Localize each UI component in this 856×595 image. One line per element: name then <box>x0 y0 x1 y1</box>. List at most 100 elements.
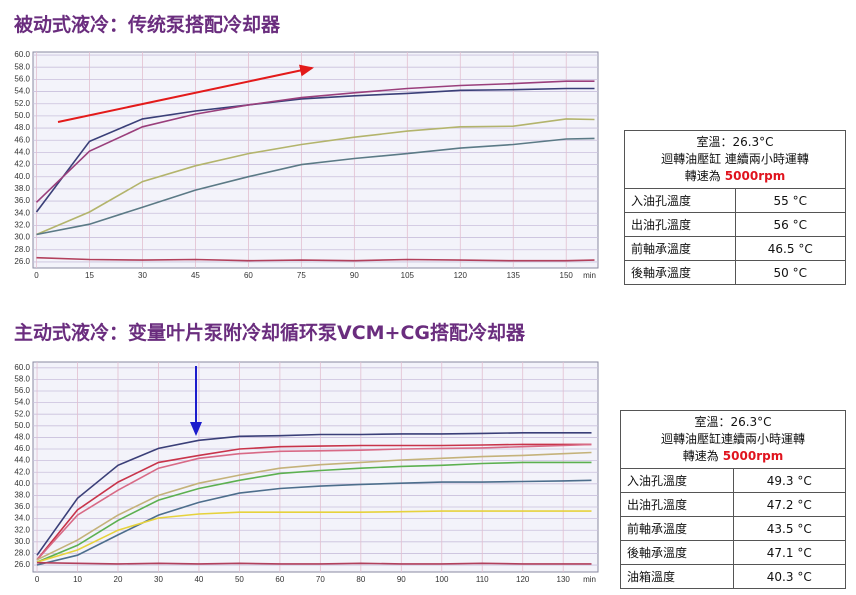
table-row: 入油孔溫度 49.3 °C <box>620 468 846 493</box>
temp-value: 50 °C <box>734 260 846 285</box>
y-tick-label: 50.0 <box>14 111 30 120</box>
y-tick-label: 38.0 <box>14 491 30 500</box>
x-tick-label: 50 <box>235 575 244 584</box>
x-tick-label: 105 <box>401 271 415 280</box>
y-tick-label: 32.0 <box>14 221 30 230</box>
temp-value: 56 °C <box>734 212 846 237</box>
y-tick-label: 50.0 <box>14 421 30 430</box>
data-line <box>36 137 595 236</box>
x-tick-label: 0 <box>35 575 40 584</box>
y-tick-label: 26.0 <box>14 560 30 569</box>
x-tick-label: 130 <box>557 575 571 584</box>
sensor-name: 出油孔溫度 <box>620 492 734 517</box>
speed-value: 5000rpm <box>722 449 784 463</box>
x-tick-label: 10 <box>73 575 82 584</box>
table-row: 油箱溫度 40.3 °C <box>620 564 846 589</box>
data-line <box>36 118 595 236</box>
y-tick-label: 58.0 <box>14 375 30 384</box>
y-tick-label: 26.0 <box>14 257 30 266</box>
speed-label: 轉速為 <box>682 449 719 463</box>
data-line <box>36 443 592 561</box>
y-tick-label: 52.0 <box>14 409 30 418</box>
speed-value: 5000rpm <box>724 169 786 183</box>
trend-arrow <box>57 64 314 123</box>
y-tick-label: 60.0 <box>14 50 30 59</box>
y-tick-label: 36.0 <box>14 502 30 511</box>
sensor-name: 後軸承溫度 <box>620 540 734 565</box>
sensor-name: 油箱溫度 <box>620 564 734 589</box>
x-tick-label: 15 <box>85 271 94 280</box>
table-row: 前軸承溫度 46.5 °C <box>624 236 846 261</box>
x-tick-label: 30 <box>154 575 163 584</box>
x-tick-label: 40 <box>194 575 203 584</box>
y-tick-label: 46.0 <box>14 444 30 453</box>
data-line <box>36 443 592 561</box>
table-header-row: 室溫：26.3°C 迴轉油壓缸連續兩小時運轉 轉速為 5000rpm <box>620 410 846 469</box>
x-tick-label: 90 <box>350 271 359 280</box>
temp-value: 55 °C <box>734 188 846 213</box>
chart: 26.0 28.0 30.0 32.0 34.0 36.0 38.0 40.0 42.0 44.0… <box>14 361 599 584</box>
y-tick-label: 58.0 <box>14 62 30 71</box>
y-tick-label: 54.0 <box>14 398 30 407</box>
y-tick-label: 40.0 <box>14 479 30 488</box>
x-tick-label: 80 <box>356 575 365 584</box>
data-line <box>36 432 592 556</box>
x-tick-label: 60 <box>275 575 284 584</box>
table-row: 出油孔溫度 56 °C <box>624 212 846 237</box>
y-tick-label: 38.0 <box>14 184 30 193</box>
plot-area <box>32 51 599 269</box>
x-axis-label: min <box>583 575 596 584</box>
sensor-name: 前軸承溫度 <box>620 516 734 541</box>
chart: 26.0 28.0 30.0 32.0 34.0 36.0 38.0 40.0 42.0 44.0… <box>14 50 599 280</box>
y-tick-label: 40.0 <box>14 172 30 181</box>
plot-area <box>32 361 599 573</box>
sensor-name: 出油孔溫度 <box>624 212 736 237</box>
x-tick-label: 120 <box>516 575 530 584</box>
x-tick-label: 110 <box>476 575 489 584</box>
y-tick-label: 36.0 <box>14 196 30 205</box>
sensor-name: 前軸承溫度 <box>624 236 736 261</box>
data-line <box>36 461 592 563</box>
data-line <box>36 510 592 563</box>
y-tick-label: 42.0 <box>14 467 30 476</box>
x-tick-label: 120 <box>454 271 468 280</box>
y-tick-label: 32.0 <box>14 525 30 534</box>
x-tick-label: 70 <box>316 575 325 584</box>
x-tick-label: 20 <box>114 575 123 584</box>
table-row: 入油孔溫度 55 °C <box>624 188 846 213</box>
header-line: 迴轉油壓缸 連續兩小時運轉 <box>661 152 809 166</box>
y-tick-label: 56.0 <box>14 74 30 83</box>
table-row: 前軸承溫度 43.5 °C <box>620 516 846 541</box>
y-tick-label: 44.0 <box>14 148 30 157</box>
y-tick-label: 56.0 <box>14 386 30 395</box>
header-line: 室溫：26.3°C <box>696 135 774 149</box>
y-tick-label: 60.0 <box>14 363 30 372</box>
temp-value: 46.5 °C <box>734 236 846 261</box>
sensor-name: 後軸承溫度 <box>624 260 736 285</box>
x-tick-label: 75 <box>297 271 306 280</box>
y-tick-label: 28.0 <box>14 245 30 254</box>
y-tick-label: 28.0 <box>14 549 30 558</box>
y-tick-label: 46.0 <box>14 135 30 144</box>
temp-value: 49.3 °C <box>732 468 846 493</box>
x-tick-label: 150 <box>560 271 574 280</box>
section-title: 主动式液冷：变量叶片泵附冷却循环泵VCM+CG搭配冷却器 <box>14 322 526 344</box>
y-tick-label: 30.0 <box>14 537 30 546</box>
temp-value: 47.1 °C <box>732 540 846 565</box>
x-axis-label: min <box>583 271 596 280</box>
header-line: 轉速為 5000rpm <box>629 168 841 185</box>
data-line <box>36 451 592 561</box>
table-row: 出油孔溫度 47.2 °C <box>620 492 846 517</box>
data-line <box>36 561 592 565</box>
temp-table: 室溫：26.3°C 迴轉油壓缸連續兩小時運轉 轉速為 5000rpm 入油孔溫度 49.3… <box>620 410 846 589</box>
y-tick-label: 48.0 <box>14 433 30 442</box>
sensor-name: 入油孔溫度 <box>620 468 734 493</box>
x-tick-label: 90 <box>397 575 406 584</box>
sensor-name: 入油孔溫度 <box>624 188 736 213</box>
x-tick-label: 45 <box>191 271 200 280</box>
y-tick-label: 34.0 <box>14 208 30 217</box>
speed-label: 轉速為 <box>684 169 721 183</box>
temp-value: 47.2 °C <box>732 492 846 517</box>
y-tick-label: 30.0 <box>14 233 30 242</box>
temp-table: 室溫：26.3°C 迴轉油壓缸 連續兩小時運轉轉速為 5000rpm 入油孔溫度 55 … <box>624 130 846 285</box>
